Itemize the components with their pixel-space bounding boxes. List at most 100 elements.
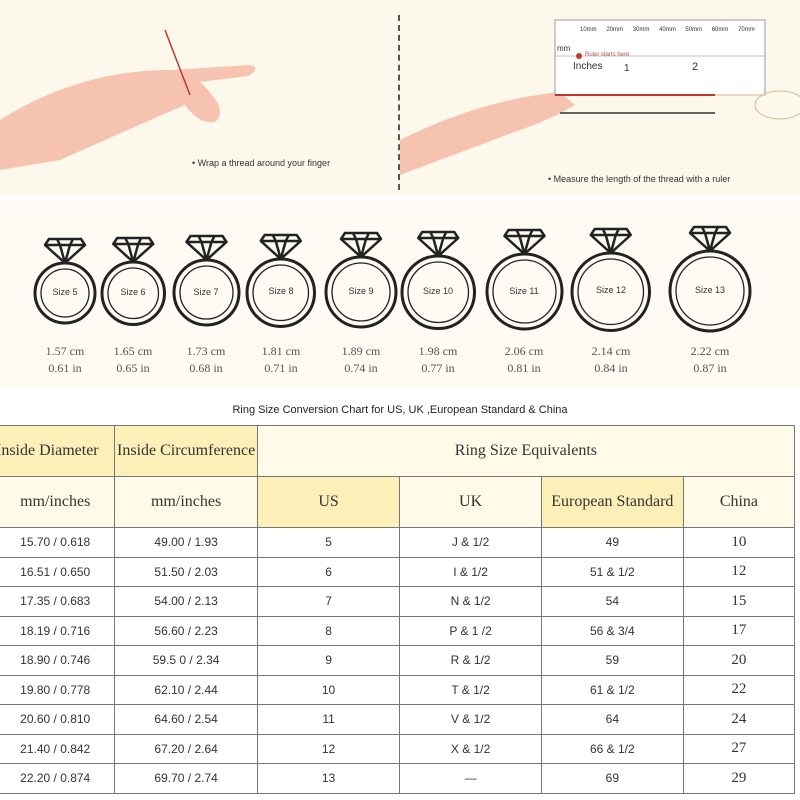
mm-label: mm: [557, 44, 571, 53]
table-row: 15.70 / 0.618 49.00 / 1.93 5 J & 1/2 49 10: [0, 527, 796, 558]
diamond-ring-icon: [485, 228, 563, 331]
table-cell: 29: [682, 763, 796, 794]
ring-size-label: Size 11: [509, 285, 539, 296]
circumference-in: 0.71 in: [264, 361, 298, 375]
ring-size-item: Size 12: [562, 225, 660, 338]
ring-measurement: 1.81 cm 0.71 in: [241, 343, 321, 377]
table-row: 18.90 / 0.746 59.5 0 / 2.34 9 R & 1/2 59 20: [0, 645, 796, 676]
diamond-ring-icon: [400, 230, 476, 330]
circumference-cm: 1.57 cm: [45, 344, 85, 358]
table-cell: 49: [540, 527, 684, 558]
instruction-illustration: • Wrap a thread around your finger 10mm …: [0, 0, 800, 195]
ring-size-label: Size 5: [52, 287, 78, 297]
ring-size-label: Size 13: [694, 285, 726, 295]
ring-measurement: 1.89 cm 0.74 in: [321, 343, 401, 377]
table-cell: 18.19 / 0.716: [0, 615, 116, 646]
ring-measurement: 1.98 cm 0.77 in: [398, 343, 478, 377]
circumference-in: 0.74 in: [344, 361, 378, 375]
ring-measurement: 2.22 cm 0.87 in: [670, 343, 750, 377]
mm-ticks: 10mm 20mm 30mm 40mm 50mm 60mm 70mm: [580, 27, 755, 33]
circumference-in: 0.77 in: [421, 361, 455, 375]
ring-size-label: Size 7: [193, 286, 219, 297]
tick-label: 60mm: [711, 27, 729, 33]
chart-title: Ring Size Conversion Chart for US, UK ,E…: [232, 404, 568, 416]
table-cell: 20.60 / 0.810: [0, 704, 116, 735]
ruler-illustration: [400, 19, 800, 175]
tick-label: 50mm: [685, 27, 703, 33]
table-cell: 64.60 / 2.54: [114, 704, 258, 735]
ring-measurement: 2.06 cm 0.81 in: [484, 343, 564, 377]
table-cell: 61 & 1/2: [540, 674, 684, 705]
inch-tick: 1: [624, 63, 630, 74]
header-circumference: Inside Circumference: [114, 425, 258, 477]
ring-measurement: 2.14 cm 0.84 in: [571, 343, 651, 377]
circumference-cm: 1.98 cm: [418, 344, 458, 358]
circumference-cm: 1.81 cm: [261, 344, 301, 358]
ring-measurement: 1.73 cm 0.68 in: [166, 343, 246, 377]
diamond-ring-icon: [570, 227, 652, 332]
ring-size-gallery: Size 5 1.57 cm 0.61 in Size 6 1.65 cm 0.65 in…: [0, 200, 800, 390]
table-cell: 56.60 / 2.23: [114, 615, 258, 646]
ring-size-table: Inside Diameter Inside Circumference Rin…: [0, 425, 796, 794]
table-cell: 13: [256, 763, 401, 794]
diamond-ring-icon: [324, 231, 398, 329]
table-cell: 9: [256, 645, 401, 676]
tick-label: 20mm: [606, 27, 624, 33]
ring-size-item: Size 8: [237, 231, 325, 334]
inch-tick: 2: [692, 61, 699, 73]
ring-size-item: Size 11: [477, 226, 572, 336]
table-cell: 17.35 / 0.683: [0, 586, 116, 617]
table-cell: N & 1/2: [399, 586, 542, 617]
ring-measurement: 1.65 cm 0.65 in: [93, 343, 173, 377]
ring-size-item: Size 9: [316, 229, 406, 334]
ring-size-label: Size 10: [422, 285, 454, 296]
circumference-in: 0.87 in: [693, 361, 727, 375]
ring-size-label: Size 12: [595, 285, 627, 296]
table-cell: 22.20 / 0.874: [0, 763, 116, 794]
table-cell: X & 1/2: [399, 733, 542, 764]
table-cell: 62.10 / 2.44: [114, 674, 258, 705]
table-cell: I & 1/2: [399, 556, 542, 587]
table-cell: 64: [540, 704, 684, 735]
step2-caption: • Measure the length of the thread with …: [548, 174, 731, 184]
dashed-divider: [398, 15, 400, 190]
header-european: European Standard: [540, 476, 684, 528]
diamond-ring-icon: [100, 236, 166, 326]
table-cell: 66 & 1/2: [540, 733, 684, 764]
table-cell: 54: [540, 586, 684, 617]
table-cell: 59.5 0 / 2.34: [114, 645, 258, 676]
table-cell: 12: [682, 556, 796, 587]
table-cell: 19.80 / 0.778: [0, 674, 116, 705]
tick-label: 40mm: [659, 27, 676, 33]
table-row: 21.40 / 0.842 67.20 / 2.64 12 X & 1/2 66 & 1…: [0, 733, 796, 764]
ring-size-item: Size 7: [164, 232, 249, 332]
ring-size-label: Size 6: [120, 286, 146, 297]
circumference-in: 0.68 in: [189, 361, 223, 375]
circumference-in: 0.81 in: [507, 361, 541, 375]
tick-label: 30mm: [632, 27, 650, 33]
diamond-ring-icon: [668, 225, 752, 333]
table-cell: 22: [682, 674, 796, 705]
step1-caption: • Wrap a thread around your finger: [192, 158, 331, 168]
table-row: 19.80 / 0.778 62.10 / 2.44 10 T & 1/2 61 & 1…: [0, 674, 796, 705]
header-uk: UK: [399, 476, 542, 528]
table-cell: 10: [256, 674, 401, 705]
table-cell: 24: [682, 704, 796, 735]
diamond-ring-icon: [33, 237, 97, 325]
header-equivalents: Ring Size Equivalents: [256, 425, 796, 477]
ring-size-item: Size 13: [660, 223, 760, 338]
table-cell: 56 & 3/4: [540, 615, 684, 646]
table-cell: 10: [682, 527, 796, 558]
circumference-cm: 2.14 cm: [591, 344, 631, 358]
circumference-in: 0.65 in: [116, 361, 150, 375]
table-cell: 59: [540, 645, 684, 676]
header-diameter: Inside Diameter: [0, 425, 116, 477]
table-row: 18.19 / 0.716 56.60 / 2.23 8 P & 1 /2 56 & 3…: [0, 615, 796, 646]
table-cell: T & 1/2: [399, 674, 542, 705]
table-row: 16.51 / 0.650 51.50 / 2.03 6 I & 1/2 51 & 1/…: [0, 556, 796, 587]
table-cell: P & 1 /2: [399, 615, 542, 646]
table-cell: 16.51 / 0.650: [0, 556, 116, 587]
table-cell: 18.90 / 0.746: [0, 645, 116, 676]
circumference-cm: 1.73 cm: [186, 344, 226, 358]
ruler-start-note: Ruler starts here: [585, 52, 630, 58]
